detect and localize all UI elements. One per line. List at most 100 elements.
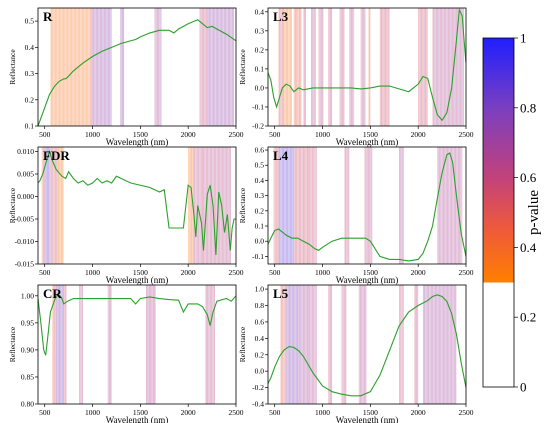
y-axis-label: Reflectance (8, 187, 17, 223)
x-axis-label: Wavelength (nm) (336, 137, 399, 147)
x-tick-label: 1000 (315, 268, 330, 277)
y-tick-label: 0.0 (255, 367, 265, 376)
axes-frame (37, 7, 237, 127)
colorbar-tick-label: 1 (520, 31, 527, 46)
x-tick-label: 1500 (133, 408, 148, 417)
spectrum-line (38, 149, 236, 256)
x-tick-label: 2000 (411, 130, 426, 139)
colorbar-label: p-value (526, 190, 542, 235)
x-tick-label: 2000 (411, 408, 426, 417)
y-tick-label: -0.010 (15, 237, 35, 246)
significance-bands (273, 147, 463, 264)
y-axis-label: Reflectance (238, 187, 247, 223)
y-tick-label: -0.1 (252, 102, 264, 111)
spectrum-line (38, 19, 236, 126)
panel-l4: 500 1000 1500 2000 2500 -0.1 0.0 0.1 0.2 0.3 0.4 0.… (238, 146, 474, 285)
y-tick-label: -0.4 (252, 400, 264, 409)
y-tick-label: 0.1 (255, 222, 265, 231)
x-axis-label: Wavelength (nm) (106, 415, 169, 423)
x-tick-label: 2500 (459, 408, 474, 417)
panel-l5: 500 1000 1500 2000 2500 -0.4 -0.2 0.0 0.2 0.4 0.6 0… (238, 284, 474, 423)
x-axis-label: Wavelength (nm) (106, 275, 169, 285)
x-tick-label: 500 (39, 130, 51, 139)
x-tick-label: 1500 (133, 130, 148, 139)
y-tick-label: 0.8 (255, 301, 265, 310)
x-tick-label: 1500 (133, 268, 148, 277)
colorbar: 0 0.2 0.4 0.6 0.8 1 p-value (482, 31, 542, 395)
colorbar-tick-label: 0.2 (520, 310, 536, 325)
y-tick-label: 0.0 (255, 237, 265, 246)
significance-bands (41, 147, 231, 264)
y-axis-label: Reflectance (238, 326, 247, 362)
y-tick-label: 0.1 (25, 122, 35, 131)
y-tick-label: 0.90 (21, 345, 34, 354)
x-tick-label: 500 (39, 268, 51, 277)
colorbar-tick-label: 0 (520, 380, 527, 395)
spectrum-line (268, 8, 466, 122)
x-tick-label: 2000 (411, 268, 426, 277)
x-tick-label: 2500 (229, 130, 244, 139)
axes-frame (267, 284, 467, 405)
colorbar-tick-label: 0.6 (520, 170, 537, 185)
y-tick-label: -0.015 (15, 260, 35, 269)
x-tick-label: 500 (269, 268, 281, 277)
x-tick-label: 2000 (181, 130, 196, 139)
x-tick-label: 2000 (181, 268, 196, 277)
y-tick-label: 0.2 (255, 206, 265, 215)
panel-title: CR (43, 286, 62, 301)
y-axis-label: Reflectance (8, 326, 17, 362)
panel-title: FDR (43, 148, 70, 163)
y-tick-label: -0.2 (252, 383, 264, 392)
panel-title: L5 (273, 286, 289, 301)
y-axis-label: Reflectance (8, 49, 17, 85)
y-tick-label: 0.2 (25, 95, 35, 104)
x-axis-label: Wavelength (nm) (106, 137, 169, 147)
y-tick-label: 0.95 (21, 318, 34, 327)
significance-bands (280, 285, 457, 404)
x-axis-label: Wavelength (nm) (336, 415, 399, 423)
axes-frame (267, 146, 467, 265)
y-tick-label: 0.3 (255, 191, 265, 200)
y-tick-label: -0.1 (252, 252, 264, 261)
panel-l3: 500 1000 1500 2000 2500 -0.2 -0.1 0.0 0.1 0.2 0.3 0… (238, 7, 474, 147)
x-tick-label: 1500 (363, 268, 378, 277)
x-tick-label: 2500 (229, 268, 244, 277)
y-tick-label: 0.3 (25, 69, 35, 78)
y-tick-label: 0.1 (255, 64, 265, 73)
y-tick-label: 0.85 (21, 372, 34, 381)
y-tick-label: 0.5 (25, 17, 35, 26)
significance-bands (278, 8, 464, 126)
x-tick-label: 1000 (85, 268, 100, 277)
axes-frame (37, 284, 237, 405)
panel-title: L4 (273, 148, 289, 163)
y-tick-label: 0.005 (17, 170, 34, 179)
y-tick-label: 0.6 (255, 317, 265, 326)
spectrum-line (268, 294, 466, 397)
y-tick-label: 0.6 (255, 146, 265, 155)
x-tick-label: 2500 (229, 408, 244, 417)
panel-fdr: 500 1000 1500 2000 2500 0.010 0.005 0.000 -0.005… (8, 146, 244, 285)
spectrum-line (38, 295, 236, 356)
panel-title: R (43, 9, 53, 24)
x-tick-label: 500 (39, 408, 51, 417)
x-tick-label: 1000 (315, 408, 330, 417)
panel-title: L3 (273, 9, 289, 24)
axes-frame (37, 146, 237, 265)
colorbar-tick-label: 0.8 (520, 100, 536, 115)
y-tick-label: 0.4 (255, 7, 265, 16)
x-tick-label: 1000 (85, 408, 100, 417)
x-tick-label: 2500 (459, 130, 474, 139)
x-tick-label: 1500 (363, 130, 378, 139)
significance-bands (52, 285, 215, 404)
colorbar-tick-label: 0.4 (520, 240, 537, 255)
y-tick-label: 0.010 (17, 147, 34, 156)
axes-frame (267, 7, 467, 127)
y-tick-label: 0.0 (255, 83, 265, 92)
panel-cr: 500 1000 1500 2000 2500 0.80 0.85 0.90 0.95 1.00 W… (8, 284, 244, 423)
panel-r: 500 1000 1500 2000 2500 0.1 0.2 0.3 0.4 0.5 Wavele… (8, 7, 244, 147)
y-tick-label: 0.4 (25, 43, 35, 52)
y-tick-label: -0.005 (15, 215, 35, 224)
x-tick-label: 1000 (315, 130, 330, 139)
colorbar-gradient (482, 37, 515, 388)
